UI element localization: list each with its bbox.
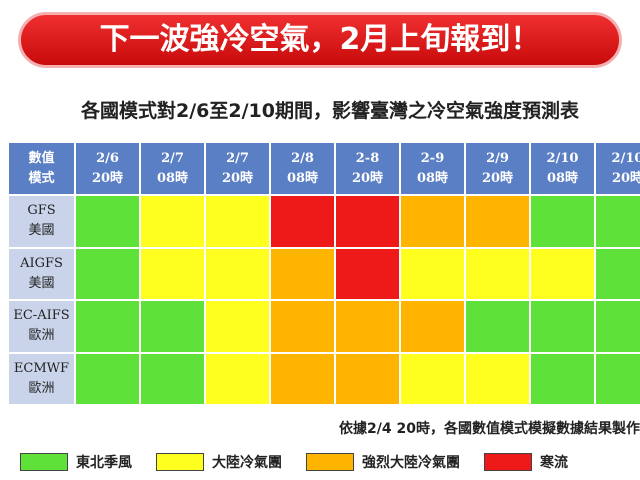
forecast-cell — [530, 352, 595, 405]
forecast-cell — [595, 195, 640, 248]
forecast-cell — [270, 247, 335, 300]
legend-item: 強烈大陸冷氣團 — [306, 452, 460, 472]
legend-item: 大陸冷氣團 — [156, 452, 282, 472]
forecast-cell — [205, 247, 270, 300]
forecast-cell — [335, 195, 400, 248]
forecast-cell — [140, 352, 205, 405]
forecast-cell — [530, 300, 595, 353]
model-text: 歐洲 — [28, 328, 55, 344]
column-header: 2/7 20時 — [205, 142, 270, 195]
forecast-cell — [595, 300, 640, 353]
forecast-cell — [335, 300, 400, 353]
forecast-cell — [400, 300, 465, 353]
forecast-cell — [140, 300, 205, 353]
model-text: EC-AIFS — [13, 308, 70, 324]
model-text: 歐洲 — [28, 380, 55, 396]
forecast-cell — [530, 247, 595, 300]
column-header-text: 20時 — [481, 170, 514, 186]
forecast-cell — [335, 352, 400, 405]
forecast-cell — [465, 352, 530, 405]
forecast-cell — [75, 247, 140, 300]
column-header-text: 20時 — [611, 170, 640, 186]
column-header-text: 20時 — [351, 170, 384, 186]
column-header: 2/10 08時 — [530, 142, 595, 195]
column-header-text: 2/8 — [291, 150, 314, 166]
forecast-cell — [595, 352, 640, 405]
legend-item: 東北季風 — [20, 452, 132, 472]
corner-header: 數值 模式 — [8, 142, 75, 195]
legend: 東北季風 大陸冷氣團 強烈大陸冷氣團 寒流 — [20, 452, 592, 472]
model-text: GFS — [27, 203, 56, 219]
column-header-text: 2/9 — [486, 150, 509, 166]
legend-swatch — [306, 453, 354, 471]
column-header: 2/7 08時 — [140, 142, 205, 195]
legend-label: 大陸冷氣團 — [212, 455, 282, 471]
column-header-text: 08時 — [156, 170, 189, 186]
forecast-cell — [400, 247, 465, 300]
model-name: AIGFS 美國 — [8, 247, 75, 300]
forecast-cell — [75, 300, 140, 353]
column-header-text: 2-8 — [355, 150, 380, 166]
banner-title: 下一波強冷空氣，2月上旬報到！ — [18, 12, 622, 68]
column-header: 2/8 08時 — [270, 142, 335, 195]
model-name: GFS 美國 — [8, 195, 75, 248]
forecast-cell — [205, 195, 270, 248]
column-header-text: 2/10 — [546, 150, 579, 166]
forecast-cell — [335, 247, 400, 300]
forecast-cell — [400, 352, 465, 405]
legend-swatch — [20, 453, 68, 471]
forecast-cell — [465, 195, 530, 248]
column-header-text: 20時 — [221, 170, 254, 186]
column-header-text: 2/6 — [96, 150, 119, 166]
forecast-cell — [140, 247, 205, 300]
corner-text: 數值 — [28, 150, 55, 166]
column-header: 2/10 20時 — [595, 142, 640, 195]
column-header-text: 08時 — [546, 170, 579, 186]
column-header: 2/9 20時 — [465, 142, 530, 195]
column-header: 2/6 20時 — [75, 142, 140, 195]
legend-swatch — [156, 453, 204, 471]
forecast-cell — [75, 352, 140, 405]
model-text: ECMWF — [13, 360, 70, 376]
note: 依據2/4 20時，各國數值模式模擬數據結果製作 — [339, 421, 640, 437]
column-header-text: 20時 — [91, 170, 124, 186]
forecast-cell — [465, 300, 530, 353]
column-header: 2-9 08時 — [400, 142, 465, 195]
forecast-cell — [400, 195, 465, 248]
model-text: AIGFS — [20, 255, 63, 271]
column-header-text: 2/7 — [161, 150, 184, 166]
forecast-cell — [75, 195, 140, 248]
subtitle: 各國模式對2/6至2/10期間，影響臺灣之冷空氣強度預測表 — [81, 100, 579, 122]
column-header-text: 2/10 — [611, 150, 640, 166]
forecast-cell — [465, 247, 530, 300]
forecast-cell — [205, 352, 270, 405]
forecast-cell — [140, 195, 205, 248]
column-header-text: 08時 — [286, 170, 319, 186]
column-header: 2-8 20時 — [335, 142, 400, 195]
model-text: 美國 — [28, 223, 55, 239]
legend-swatch — [484, 453, 532, 471]
column-header-text: 2/7 — [226, 150, 249, 166]
forecast-cell — [530, 195, 595, 248]
column-header-text: 08時 — [416, 170, 449, 186]
forecast-cell — [205, 300, 270, 353]
forecast-cell — [270, 352, 335, 405]
model-text: 美國 — [28, 275, 55, 291]
legend-item: 寒流 — [484, 452, 568, 472]
model-name: ECMWF 歐洲 — [8, 352, 75, 405]
legend-label: 強烈大陸冷氣團 — [362, 455, 460, 471]
column-header-text: 2-9 — [420, 150, 445, 166]
forecast-cell — [595, 247, 640, 300]
legend-label: 東北季風 — [76, 455, 132, 471]
legend-label: 寒流 — [540, 455, 568, 471]
forecast-cell — [270, 300, 335, 353]
corner-text: 模式 — [28, 170, 55, 186]
forecast-cell — [270, 195, 335, 248]
model-name: EC-AIFS 歐洲 — [8, 300, 75, 353]
